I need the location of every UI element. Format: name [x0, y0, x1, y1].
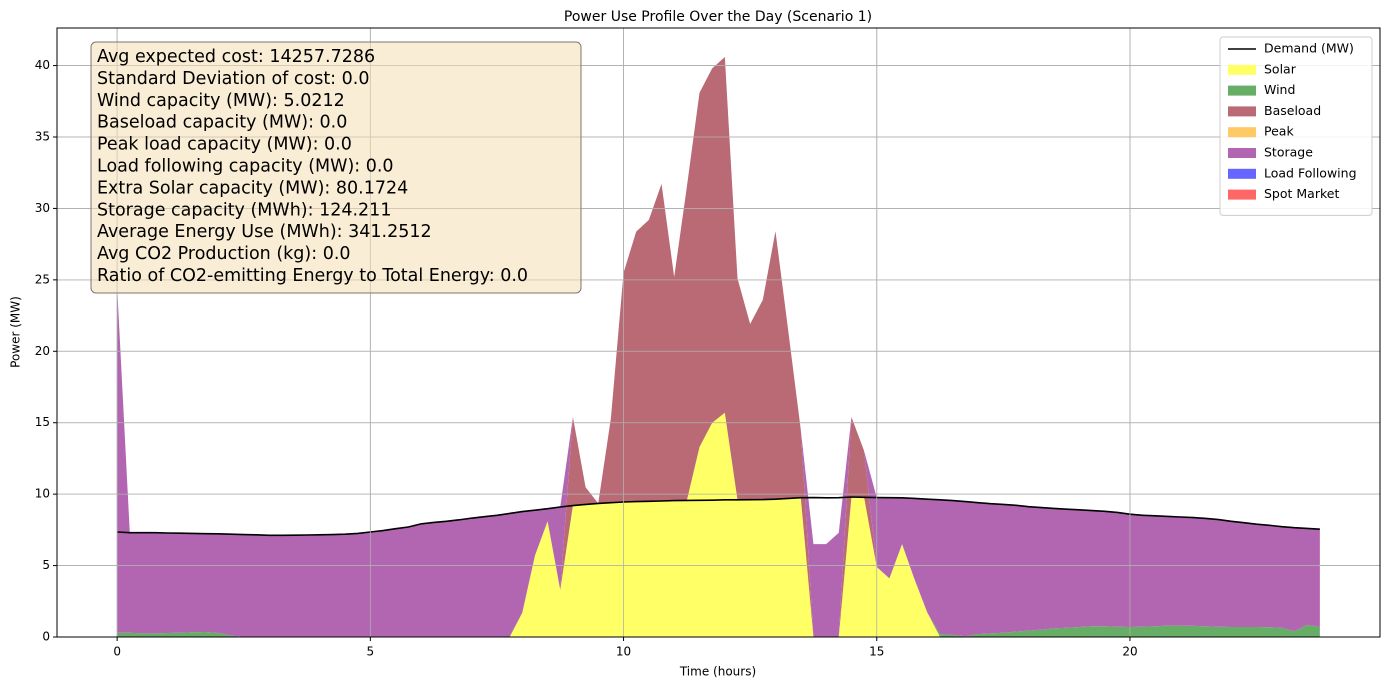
y-tick-label: 5 [42, 558, 50, 572]
y-tick-label: 25 [35, 272, 50, 286]
legend-swatch [1228, 64, 1256, 75]
y-axis-label: Power (MW) [9, 296, 23, 368]
legend-swatch [1228, 168, 1256, 179]
x-axis-label: Time (hours) [679, 665, 756, 679]
y-tick-label: 20 [35, 344, 50, 358]
y-tick-label: 10 [35, 487, 50, 501]
legend-label: Load Following [1264, 165, 1357, 180]
legend-swatch [1228, 106, 1256, 117]
x-tick-label: 5 [367, 645, 375, 659]
annotation-text: Storage capacity (MWh): 124.211 [97, 200, 391, 220]
annotation-text: Wind capacity (MW): 5.0212 [97, 91, 345, 111]
chart-title: Power Use Profile Over the Day (Scenario… [564, 9, 872, 25]
legend-swatch [1228, 189, 1256, 200]
legend-label: Peak [1264, 124, 1294, 139]
x-tick-label: 15 [869, 645, 884, 659]
annotation-text: Ratio of CO2-emitting Energy to Total En… [97, 266, 528, 286]
area [117, 57, 1320, 637]
area [117, 412, 1320, 637]
annotation-text: Avg CO2 Production (kg): 0.0 [97, 244, 351, 264]
x-tick-label: 0 [113, 645, 121, 659]
y-tick-label: 35 [35, 130, 50, 144]
annotation-text: Average Energy Use (MWh): 341.2512 [97, 222, 432, 242]
plot-frame [56, 27, 1381, 638]
y-tick-label: 40 [35, 58, 50, 72]
annotation-text: Load following capacity (MW): 0.0 [97, 157, 394, 177]
legend-swatch [1228, 85, 1256, 96]
legend-label: Solar [1264, 61, 1297, 76]
annotation-box [90, 41, 582, 294]
x-tick-label: 10 [616, 645, 631, 659]
legend-label: Demand (MW) [1264, 41, 1354, 56]
annotation-text: Peak load capacity (MW): 0.0 [97, 135, 352, 155]
legend-swatch [1228, 127, 1256, 138]
annotation-text: Standard Deviation of cost: 0.0 [97, 69, 369, 89]
legend-swatch [1228, 148, 1256, 158]
legend-label: Wind [1264, 82, 1295, 97]
area [117, 57, 1320, 637]
x-tick-label: 20 [1122, 645, 1137, 659]
y-tick-label: 30 [35, 201, 50, 215]
annotation-text: Baseload capacity (MW): 0.0 [97, 113, 347, 133]
demand-line [117, 496, 1320, 537]
y-tick-label: 0 [42, 630, 50, 644]
legend-box [1219, 36, 1373, 216]
legend-label: Storage [1264, 145, 1313, 160]
legend-label: Baseload [1264, 103, 1321, 118]
y-tick-label: 15 [35, 415, 50, 429]
legend-label: Spot Market [1264, 186, 1339, 201]
annotation-text: Extra Solar capacity (MW): 80.1724 [97, 178, 408, 198]
annotation-text: Avg expected cost: 14257.7286 [97, 47, 375, 67]
